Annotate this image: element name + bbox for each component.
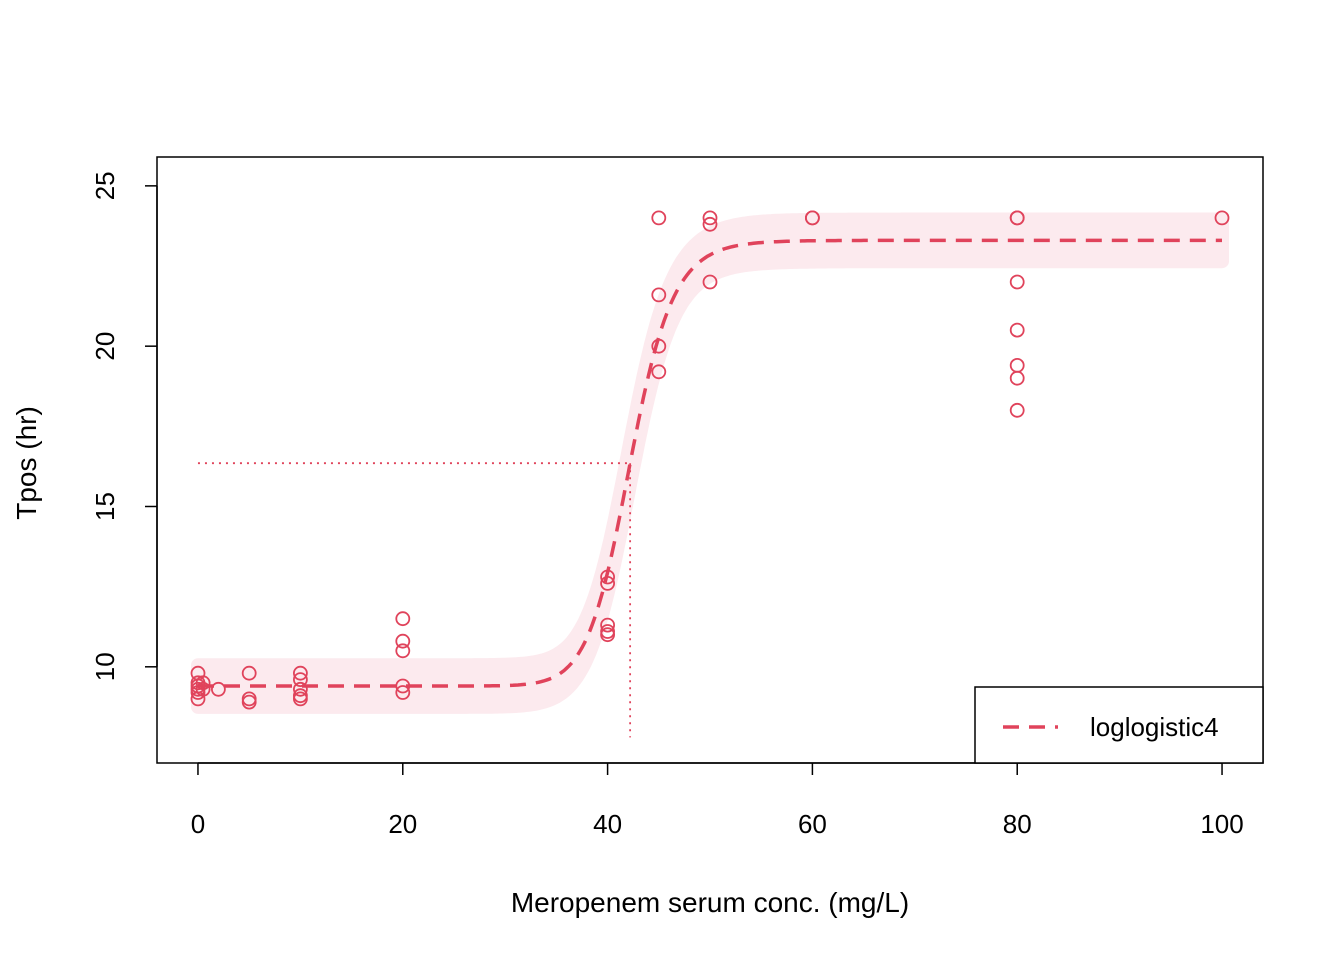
x-tick-label: 0: [191, 809, 205, 839]
data-point: [1009, 402, 1025, 418]
y-tick-label: 25: [90, 171, 120, 200]
x-tick-label: 20: [388, 809, 417, 839]
data-point: [292, 681, 308, 697]
data-point: [651, 210, 667, 226]
data-point: [195, 675, 211, 691]
data-point: [1009, 322, 1025, 338]
y-tick-label: 20: [90, 332, 120, 361]
data-point: [395, 611, 411, 627]
data-point: [241, 694, 257, 710]
x-tick-label: 100: [1200, 809, 1243, 839]
data-point: [651, 287, 667, 303]
x-tick-label: 40: [593, 809, 622, 839]
y-axis-title: Tpos (hr): [11, 406, 42, 520]
x-tick-label: 80: [1003, 809, 1032, 839]
data-point: [210, 681, 226, 697]
fit-curve-layer: [198, 238, 1222, 688]
data-point: [600, 627, 615, 643]
y-tick-label: 10: [90, 652, 120, 681]
data-point: [195, 681, 211, 697]
data-point: [651, 364, 667, 380]
data-point: [395, 685, 411, 700]
legend: loglogistic4: [974, 686, 1264, 764]
data-point: [292, 691, 308, 707]
data-point: [241, 665, 257, 681]
data-point: [1009, 357, 1025, 373]
data-point: [600, 576, 615, 591]
data-point: [1009, 274, 1025, 290]
x-tick-label: 60: [798, 809, 827, 839]
data-points-layer: [190, 210, 1230, 710]
data-point: [651, 338, 667, 354]
legend-box: [974, 686, 1264, 764]
data-point: [600, 617, 615, 633]
data-point: [1009, 370, 1025, 386]
data-point: [600, 569, 615, 585]
fit-curve-loglogistic4: [198, 238, 1222, 688]
data-point: [292, 672, 308, 687]
legend-label: loglogistic4: [1090, 712, 1219, 742]
confidence-band-layer: [191, 212, 1229, 714]
data-point: [1214, 210, 1230, 226]
data-point: [805, 210, 820, 226]
plot-frame: [156, 156, 1264, 764]
data-point: [702, 216, 718, 232]
data-point: [292, 665, 308, 681]
data-point: [395, 678, 411, 694]
x-axis-title: Meropenem serum conc. (mg/L): [511, 887, 909, 918]
y-tick-label: 15: [90, 492, 120, 521]
data-point: [395, 643, 411, 659]
data-point: [395, 633, 411, 649]
data-point: [1009, 210, 1025, 226]
data-point: [702, 210, 718, 226]
confidence-band: [191, 212, 1229, 714]
data-point: [702, 274, 718, 290]
